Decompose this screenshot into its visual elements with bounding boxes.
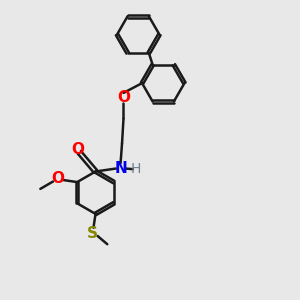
Text: O: O <box>117 90 130 105</box>
Text: H: H <box>131 162 141 176</box>
Text: S: S <box>87 226 98 241</box>
Text: N: N <box>114 161 127 176</box>
Text: O: O <box>71 142 84 158</box>
Text: O: O <box>52 171 64 186</box>
